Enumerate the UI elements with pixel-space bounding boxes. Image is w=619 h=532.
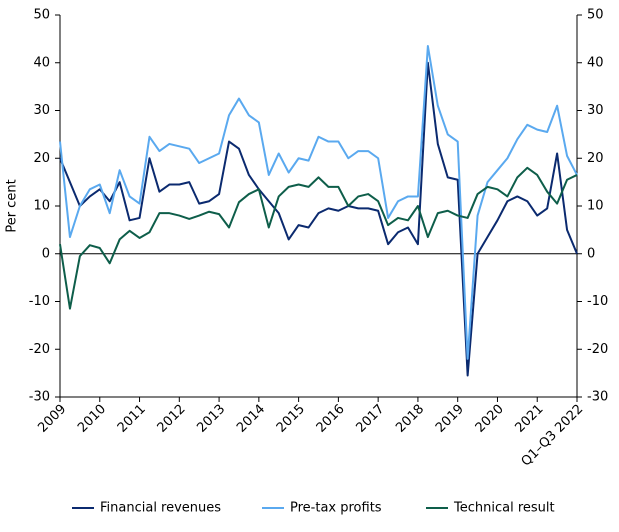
y-tick-label: -10 <box>29 294 50 309</box>
legend-label: Pre-tax profits <box>290 501 382 516</box>
y2-tick-label: -20 <box>587 342 608 357</box>
x-tick-label: 2014 <box>234 402 268 436</box>
legend-label: Financial revenues <box>100 501 221 516</box>
y-tick-label: 30 <box>33 103 50 118</box>
x-tick-label: 2012 <box>155 402 189 436</box>
x-tick-label: 2010 <box>75 402 109 436</box>
y-tick-label: 40 <box>33 55 50 70</box>
series-line <box>59 45 578 360</box>
y2-tick-label: 50 <box>587 8 604 23</box>
x-tick-label: 2021 <box>513 402 547 436</box>
y-tick-label: 20 <box>33 151 50 166</box>
x-tick-label: 2011 <box>115 402 149 436</box>
y2-tick-label: 30 <box>587 103 604 118</box>
x-tick-label: 2017 <box>353 402 387 436</box>
x-tick-label: 2018 <box>393 402 427 436</box>
y2-tick-label: 10 <box>587 199 604 214</box>
y2-tick-label: 0 <box>587 246 595 261</box>
x-tick-label: 2020 <box>473 402 507 436</box>
x-tick-label: 2013 <box>194 402 228 436</box>
series-line <box>59 61 578 377</box>
y2-tick-label: 40 <box>587 55 604 70</box>
y-tick-label: 10 <box>33 199 50 214</box>
y2-tick-label: -10 <box>587 294 608 309</box>
y-tick-label: -30 <box>29 390 50 405</box>
y-tick-label: 50 <box>33 8 50 23</box>
series-line <box>59 166 578 310</box>
x-tick-label: 2019 <box>433 402 467 436</box>
x-tick-label: 2015 <box>274 402 308 436</box>
x-tick-label: 2009 <box>35 402 69 436</box>
y-axis-label: Per cent <box>5 179 20 232</box>
legend-label: Technical result <box>453 501 555 516</box>
y2-tick-label: -30 <box>587 390 608 405</box>
y2-tick-label: 20 <box>587 151 604 166</box>
y-tick-label: -20 <box>29 342 50 357</box>
y-tick-label: 0 <box>42 246 50 261</box>
x-tick-label: 2016 <box>314 402 348 436</box>
